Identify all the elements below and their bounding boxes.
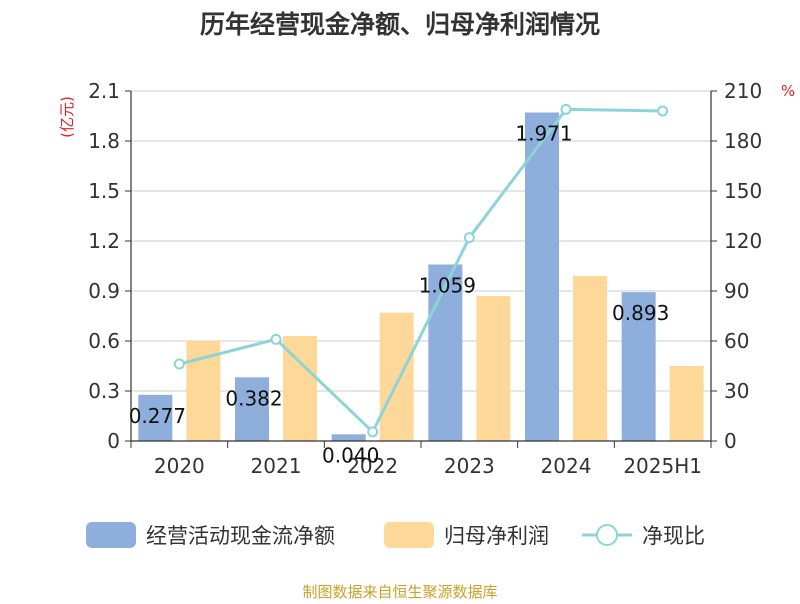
legend-swatch bbox=[384, 522, 434, 548]
left-axis-tick-label: 0.3 bbox=[88, 379, 120, 403]
bar-netprofit bbox=[476, 296, 511, 441]
left-axis-tick-label: 0.6 bbox=[88, 329, 120, 353]
bar-netprofit bbox=[573, 276, 607, 441]
right-axis-tick-label: 120 bbox=[724, 229, 762, 253]
ratio-line-path bbox=[178, 107, 663, 435]
left-axis-tick-label: 2.1 bbox=[88, 79, 120, 103]
left-axis-tick-label: 0.9 bbox=[88, 279, 120, 303]
bar-netprofit bbox=[379, 312, 414, 441]
right-axis-tick-label: 30 bbox=[724, 379, 749, 403]
bar-cashflow bbox=[428, 264, 463, 441]
left-axis-tick-label: 1.8 bbox=[88, 129, 120, 153]
grid-lines bbox=[131, 90, 711, 392]
right-axis-tick-label: 0 bbox=[724, 429, 737, 453]
bar-value-label: 0.893 bbox=[612, 301, 669, 325]
legend-marker bbox=[596, 524, 618, 546]
ratio-point bbox=[173, 358, 185, 370]
right-axis-tick-label: 180 bbox=[724, 129, 762, 153]
legend: 经营活动现金流净额 归母净利润 净现比 bbox=[86, 522, 705, 548]
bar-marks bbox=[138, 112, 704, 441]
axes: 0 0.3 0.6 0.9 1.2 1.5 1.8 2.1 0 30 60 90 120 150 180 21… bbox=[88, 79, 762, 478]
bar-cashflow bbox=[331, 434, 366, 441]
ratio-point bbox=[657, 105, 669, 117]
legend-swatch bbox=[86, 522, 136, 548]
x-axis-tick-label: 2025H1 bbox=[623, 454, 702, 478]
legend-label: 归母净利润 bbox=[444, 524, 549, 548]
x-axis-tick-label: 2024 bbox=[541, 454, 592, 478]
right-axis-tick-label: 150 bbox=[724, 179, 762, 203]
bar-netprofit bbox=[669, 366, 704, 441]
x-axis-tick-label: 2020 bbox=[154, 454, 205, 478]
bar-value-label: 0.277 bbox=[129, 404, 186, 428]
ratio-point bbox=[560, 103, 572, 115]
right-axis-tick-label: 90 bbox=[724, 279, 749, 303]
bar-cashflow bbox=[621, 292, 656, 441]
bar-cashflow bbox=[525, 112, 559, 441]
bar-value-label: 0.382 bbox=[225, 386, 282, 410]
bar-cashflow bbox=[138, 394, 173, 441]
bar-value-label: 0.040 bbox=[322, 443, 379, 467]
x-axis-tick-label: 2022 bbox=[347, 454, 398, 478]
ratio-point bbox=[270, 333, 282, 345]
right-axis-tick-label: 60 bbox=[724, 329, 749, 353]
footer-source: 制图数据来自恒生聚源数据库 bbox=[302, 583, 497, 600]
legend-label: 净现比 bbox=[642, 524, 705, 548]
bar-value-label: 1.971 bbox=[515, 122, 572, 146]
legend-label: 经营活动现金流净额 bbox=[146, 524, 335, 548]
left-axis-tick-label: 1.2 bbox=[88, 229, 120, 253]
ratio-line bbox=[173, 103, 669, 438]
bar-cashflow bbox=[235, 377, 269, 441]
right-axis-tick-label: 210 bbox=[724, 79, 762, 103]
left-axis-tick-label: 1.5 bbox=[88, 179, 120, 203]
right-axis-unit-label: % bbox=[781, 82, 795, 100]
left-axis-unit-label: (亿元) bbox=[58, 96, 76, 138]
ratio-point bbox=[463, 232, 475, 244]
chart-title: 历年经营现金净额、归母净利润情况 bbox=[200, 10, 600, 39]
x-axis-tick-label: 2021 bbox=[251, 454, 302, 478]
bar-value-label: 1.059 bbox=[419, 274, 476, 298]
ratio-point bbox=[367, 426, 379, 438]
data-labels: 0.277 0.382 0.040 1.059 1.971 0.893 bbox=[129, 122, 670, 468]
x-axis-tick-label: 2023 bbox=[444, 454, 495, 478]
left-axis-tick-label: 0 bbox=[107, 429, 120, 453]
